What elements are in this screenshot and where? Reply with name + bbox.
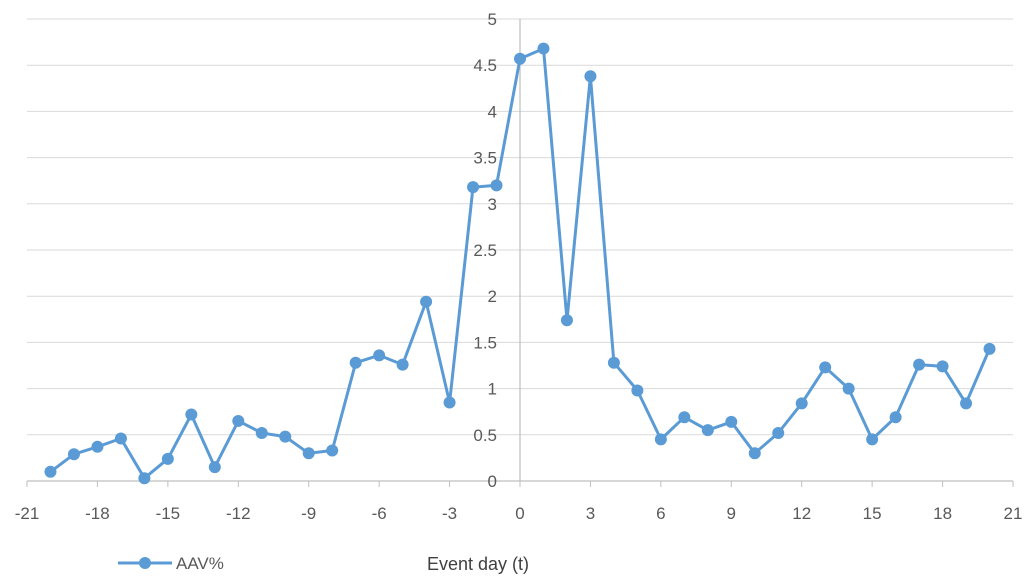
data-point-4 (138, 472, 151, 485)
data-point-35 (866, 433, 879, 446)
data-point-19 (490, 179, 503, 192)
y-tick-label-7: 3.5 (473, 149, 497, 168)
data-point-9 (255, 426, 268, 439)
data-point-6 (185, 408, 198, 421)
x-tick-label-2: -15 (156, 504, 181, 523)
x-tick-label-3: -12 (226, 504, 251, 523)
data-point-2 (91, 440, 104, 453)
data-point-14 (373, 349, 386, 362)
x-tick-label-10: 9 (727, 504, 736, 523)
data-point-37 (913, 358, 926, 371)
data-point-3 (114, 432, 127, 445)
data-point-13 (349, 356, 362, 369)
y-tick-label-6: 3 (488, 195, 497, 214)
data-point-22 (560, 314, 573, 327)
data-point-0 (44, 465, 57, 478)
data-point-15 (396, 358, 409, 371)
x-tick-label-8: 3 (586, 504, 595, 523)
data-point-38 (936, 360, 949, 373)
x-tick-labels: -21 -18 -15 -12 -9 -6 -3 0 3 6 9 12 15 18 21 (15, 504, 1023, 523)
y-tick-labels: 0 0.5 1 1.5 2 2.5 3 3.5 4 4.5 5 (473, 10, 497, 491)
data-point-32 (795, 397, 808, 410)
data-point-25 (631, 384, 644, 397)
y-tick-label-0: 0 (488, 472, 497, 491)
data-point-17 (443, 396, 456, 409)
x-tick-label-12: 15 (863, 504, 882, 523)
data-point-7 (208, 461, 221, 474)
data-point-18 (467, 181, 480, 194)
x-tick-label-11: 12 (792, 504, 811, 523)
data-point-8 (232, 414, 245, 427)
y-tick-label-1: 0.5 (473, 426, 497, 445)
data-point-26 (654, 433, 667, 446)
x-tick-label-5: -6 (372, 504, 387, 523)
x-tick-label-9: 6 (656, 504, 665, 523)
y-tick-label-3: 1.5 (473, 333, 497, 352)
x-axis-label: Event day (t) (427, 554, 529, 574)
data-point-21 (537, 42, 550, 55)
axes (26, 19, 1014, 487)
data-point-27 (678, 411, 691, 424)
data-point-39 (960, 397, 973, 410)
data-point-16 (420, 295, 433, 308)
data-point-24 (607, 356, 620, 369)
data-point-30 (748, 447, 761, 460)
y-tick-label-9: 4.5 (473, 56, 497, 75)
data-point-29 (725, 415, 738, 428)
x-tick-label-0: -21 (15, 504, 40, 523)
legend-label-aav: AAV% (176, 554, 224, 573)
data-point-12 (326, 444, 339, 457)
y-tick-label-4: 2 (488, 287, 497, 306)
legend: AAV% (118, 554, 224, 573)
y-tick-label-10: 5 (488, 10, 497, 29)
x-tick-label-14: 21 (1004, 504, 1023, 523)
data-point-23 (584, 70, 597, 83)
x-tick-label-7: 0 (515, 504, 524, 523)
data-point-33 (819, 361, 832, 374)
data-point-31 (772, 426, 785, 439)
x-tick-label-4: -9 (301, 504, 316, 523)
data-point-5 (161, 452, 174, 465)
data-point-11 (302, 447, 315, 460)
y-tick-label-8: 4 (488, 102, 497, 121)
y-tick-label-2: 1 (488, 380, 497, 399)
data-point-10 (279, 430, 292, 443)
data-point-20 (514, 52, 526, 65)
series-aav (44, 42, 996, 485)
x-tick-label-1: -18 (85, 504, 110, 523)
x-tick-label-6: -3 (442, 504, 457, 523)
x-tick-label-13: 18 (933, 504, 952, 523)
y-tick-label-5: 2.5 (473, 241, 497, 260)
data-point-34 (842, 382, 855, 395)
data-point-28 (701, 424, 714, 437)
data-point-36 (889, 411, 902, 424)
legend-marker-swatch (139, 557, 151, 569)
data-point-40 (983, 342, 996, 355)
data-point-1 (67, 448, 80, 461)
